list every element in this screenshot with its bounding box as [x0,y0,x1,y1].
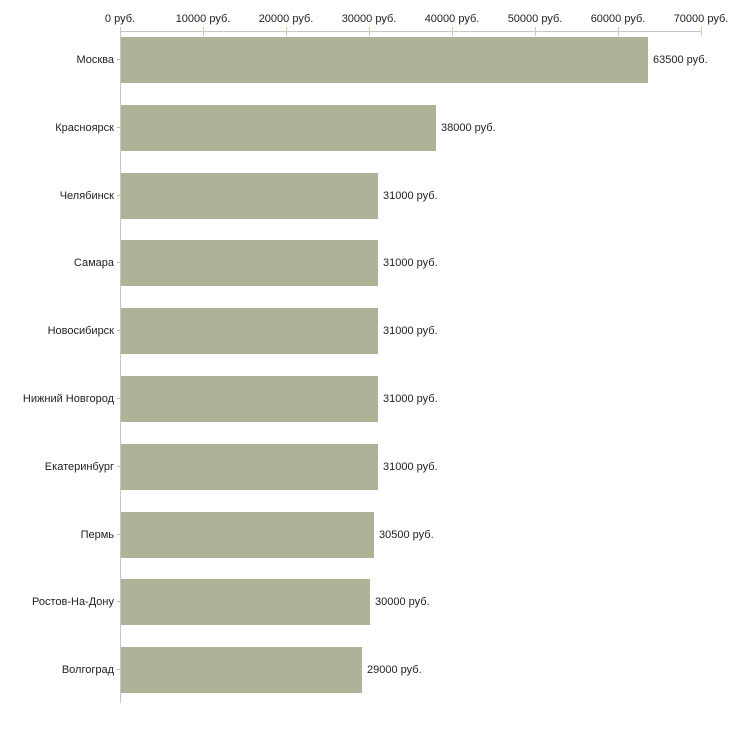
x-tick-mark [701,27,702,36]
category-label: Екатеринбург [44,460,114,473]
x-tick-label: 70000 руб. [673,13,729,25]
value-label: 30500 руб. [379,528,434,541]
value-label: 31000 руб. [383,189,438,202]
category-tick-mark [117,262,121,264]
chart-row: Волгоград 29000 руб. [0,647,730,694]
x-tick-mark [618,27,619,36]
category-label: Нижний Новгород [22,393,114,405]
chart-row: Ростов-На-Дону 30000 руб. [0,579,730,626]
bar [121,443,378,490]
value-label: 29000 руб. [367,664,422,677]
chart-row: Пермь 30500 руб. [0,511,730,558]
value-label: 31000 руб. [383,257,438,270]
category-tick-mark [117,669,121,671]
bar [121,511,374,558]
x-tick-label: 20000 руб. [258,13,314,25]
x-tick-label: 60000 руб. [590,13,646,25]
bar [121,647,362,694]
value-label: 30000 руб. [375,596,430,609]
category-tick-mark [117,194,121,196]
category-label: Ростов-На-Дону [31,596,114,609]
y-axis-line [120,31,121,703]
category-label: Волгоград [61,664,114,677]
chart-row: Челябинск 31000 руб. [0,172,730,219]
category-tick-mark [117,59,121,60]
x-tick-mark [203,27,204,36]
category-tick-mark [117,126,121,128]
value-label: 31000 руб. [383,325,438,338]
x-tick-mark [452,27,453,36]
x-tick-label: 30000 руб. [341,13,397,25]
x-tick-label: 40000 руб. [424,13,480,25]
bar [121,172,378,219]
category-tick-mark [117,465,121,467]
category-tick-mark [117,330,121,332]
x-tick-mark [535,27,536,36]
chart-row: Новосибирск 31000 руб. [0,308,730,355]
x-tick-label: 50000 руб. [507,13,563,25]
category-label: Пермь [80,528,114,541]
value-label: 31000 руб. [383,460,438,473]
chart-row: Москва 63500 руб. [0,37,730,83]
category-label: Самара [73,257,114,270]
bar [121,104,436,151]
x-tick-mark [120,27,121,36]
category-label: Красноярск [55,121,114,134]
value-label: 38000 руб. [441,121,496,134]
x-tick-mark [369,27,370,36]
category-tick-mark [117,601,121,603]
chart-row: Нижний Новгород 31000 руб. [0,376,730,422]
category-tick-mark [117,398,121,399]
x-tick-mark [286,27,287,36]
bar [121,579,370,626]
category-tick-mark [117,533,121,535]
x-tick-label: 10000 руб. [175,13,231,25]
value-label: 31000 руб. [383,393,438,405]
bar [121,37,648,83]
value-label: 63500 руб. [653,54,708,66]
x-tick-label: 0 руб. [104,13,136,25]
chart-row: Екатеринбург 31000 руб. [0,443,730,490]
x-axis-line [120,31,702,32]
chart-row: Красноярск 38000 руб. [0,104,730,151]
bar [121,240,378,287]
bar [121,376,378,422]
category-label: Москва [76,54,114,66]
chart-row: Самара 31000 руб. [0,240,730,287]
bar [121,308,378,355]
category-label: Новосибирск [47,325,114,338]
category-label: Челябинск [59,189,114,202]
